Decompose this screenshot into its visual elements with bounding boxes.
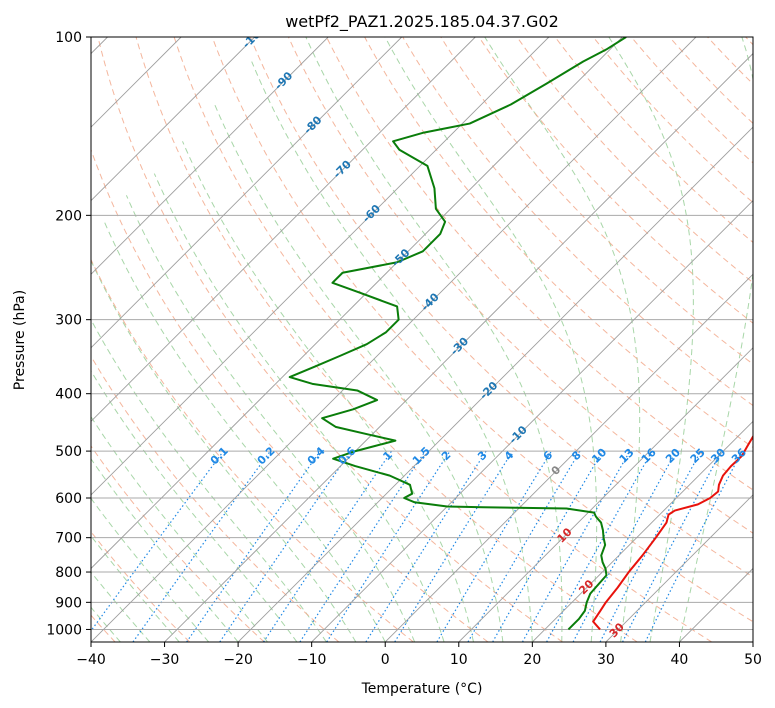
dry-adiabat-line (249, 37, 753, 578)
x-tick-label: −30 (150, 652, 180, 668)
x-tick-label: 40 (671, 652, 689, 668)
mixing-ratio-line (219, 450, 352, 642)
isotherm-line (91, 37, 550, 496)
isotherm-line (91, 37, 403, 349)
y-tick-label: 700 (55, 531, 82, 547)
dry-adiabat-line (135, 37, 638, 642)
mixing-ratio-line (521, 450, 631, 642)
dry-adiabat-line (402, 37, 753, 407)
isotherm-line (91, 37, 476, 422)
moist-adiabat-line (91, 535, 180, 642)
moist-adiabat-line (384, 37, 598, 642)
moist-adiabat-line (251, 61, 533, 642)
x-tick-label: 20 (523, 652, 541, 668)
mixing-ratio-lines (91, 450, 743, 642)
mixing-ratio-line (394, 450, 514, 642)
x-tick-label: −40 (76, 652, 106, 668)
temperature-profile-line (592, 434, 753, 631)
moist-adiabat-line (91, 415, 268, 642)
dry-adiabat-line (326, 37, 753, 491)
mixing-ratio-line (132, 450, 271, 642)
isotherm-line (91, 37, 255, 202)
y-tick-label: 100 (55, 30, 82, 46)
moist-adiabat-line (484, 37, 641, 642)
moist-adiabat-line (608, 37, 694, 642)
y-tick-label: 500 (55, 444, 82, 460)
dry-adiabat-line (211, 37, 753, 623)
dry-adiabat-line (592, 37, 753, 204)
plot-background (91, 37, 753, 642)
mixing-ratio-line (572, 450, 677, 642)
x-axis: −40 −30 −20 −10 0 10 20 30 40 50 (76, 642, 762, 668)
y-tick-label: 300 (55, 313, 82, 329)
isotherm-line (237, 126, 753, 642)
y-axis: 1000 900 800 700 600 500 400 300 200 100 (46, 30, 91, 638)
x-tick-label: 30 (597, 652, 615, 668)
plot-area: -100-90-80-70-60-50-40-30-20-10010203040… (91, 37, 753, 642)
mixing-ratio-line (91, 450, 225, 632)
y-tick-label: 900 (55, 595, 82, 611)
dry-adiabat-line (91, 445, 265, 642)
isobar-gridlines (91, 37, 753, 630)
dewpoint-profile-line (288, 37, 627, 631)
profile-lines (288, 37, 753, 631)
y-axis-title: Pressure (hPa) (12, 290, 28, 390)
isotherm-gridlines (91, 37, 753, 642)
moist-adiabat-line (91, 318, 327, 642)
y-tick-label: 400 (55, 387, 82, 403)
dry-adiabat-line (173, 37, 713, 642)
mixing-ratio-line (186, 450, 321, 642)
x-axis-title: Temperature (°C) (361, 681, 483, 697)
mixing-ratio-line (492, 450, 604, 642)
mixing-ratio-line (365, 450, 487, 642)
isotherm-line (91, 37, 329, 275)
dry-adiabat-line (97, 37, 563, 642)
isotherm-line (311, 200, 753, 642)
x-tick-label: −10 (297, 652, 327, 668)
mixing-ratio-line (436, 450, 553, 642)
y-tick-label: 200 (55, 208, 82, 224)
moist-adiabat-line (214, 104, 504, 642)
mixing-ratio-line (467, 450, 581, 642)
moist-adiabat-line (305, 37, 563, 642)
dry-adiabat-line (478, 37, 753, 324)
isotherm-line (384, 273, 753, 642)
moist-adiabat-line (91, 458, 239, 642)
x-tick-label: −20 (223, 652, 253, 668)
dry-adiabat-line (287, 37, 753, 534)
moist-adiabat-line (103, 221, 386, 642)
moist-adiabat-line (125, 195, 416, 642)
isotherm-line (91, 37, 623, 570)
isotherm-line (164, 52, 753, 642)
y-tick-label: 600 (55, 491, 82, 507)
isotherm-line (458, 347, 753, 642)
isotherm-line (532, 420, 753, 642)
plot-frame (90, 36, 754, 643)
moist-adiabat-line (678, 37, 753, 642)
x-tick-label: 10 (450, 652, 468, 668)
chart-title: wetPf2_PAZ1.2025.185.04.37.G02 (285, 12, 559, 32)
dry-adiabat-line (630, 37, 753, 164)
moist-adiabat-line (91, 369, 298, 642)
isotherm-line (605, 494, 753, 642)
moist-adiabat-line (153, 173, 445, 642)
x-tick-label: 0 (381, 652, 390, 668)
y-tick-label: 800 (55, 565, 82, 581)
dry-adiabat-line (91, 258, 414, 642)
isotherm-line (91, 37, 697, 642)
mixing-ratio-line (326, 450, 451, 642)
dry-adiabats (91, 37, 753, 642)
moist-adiabat-line (91, 497, 210, 642)
x-tick-label: 50 (744, 652, 762, 668)
moist-adiabat-line (91, 259, 357, 642)
y-tick-label: 1000 (46, 622, 82, 638)
